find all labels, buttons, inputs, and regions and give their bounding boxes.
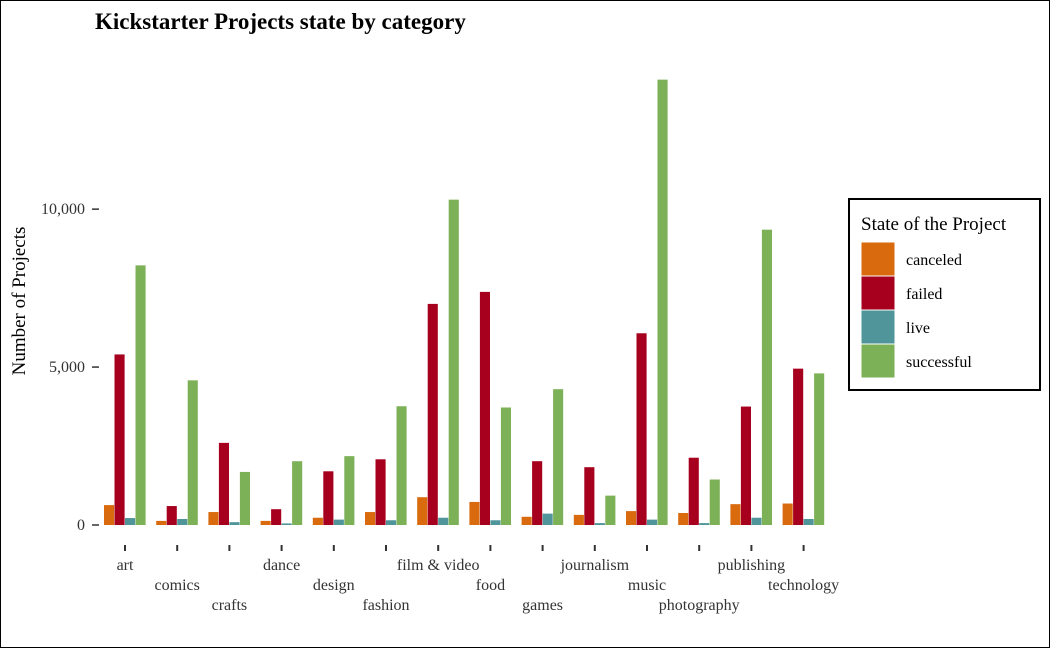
bar-live: [647, 519, 658, 525]
bar-live: [803, 518, 814, 525]
bar-successful: [761, 229, 772, 526]
bar-failed: [166, 506, 177, 525]
bar-failed: [793, 368, 804, 525]
bar-successful: [814, 373, 825, 525]
bar-canceled: [678, 512, 689, 525]
legend-label-successful: successful: [906, 354, 972, 371]
bar-failed: [114, 354, 125, 525]
bar-canceled: [626, 511, 637, 525]
bar-canceled: [312, 517, 323, 525]
bar-canceled: [365, 512, 376, 525]
bar-live: [699, 523, 710, 525]
bar-successful: [657, 79, 668, 525]
x-tick-label: photography: [659, 597, 740, 614]
x-tick-label: food: [476, 577, 505, 594]
bar-successful: [239, 471, 250, 525]
bar-live: [438, 517, 449, 525]
bar-canceled: [730, 504, 741, 525]
bar-canceled: [417, 497, 428, 525]
bar-canceled: [782, 503, 793, 525]
bar-live: [542, 513, 553, 525]
bar-live: [177, 518, 188, 525]
bar-live: [229, 522, 240, 525]
bar-failed: [636, 333, 647, 525]
x-tick-label: design: [313, 577, 355, 594]
bar-canceled: [469, 501, 480, 525]
legend-swatch-live: [860, 309, 896, 345]
x-tick-label: art: [117, 557, 134, 574]
bar-failed: [532, 461, 543, 525]
bar-failed: [271, 509, 282, 525]
bar-canceled: [573, 514, 584, 525]
x-tick-label: games: [522, 597, 563, 614]
bar-successful: [709, 479, 720, 525]
legend-label-live: live: [906, 320, 930, 337]
legend-swatch-canceled: [860, 241, 896, 277]
legend-swatch-successful: [860, 343, 896, 379]
x-tick-label: crafts: [212, 597, 248, 614]
x-tick-label: technology: [768, 577, 839, 594]
legend-label-failed: failed: [906, 286, 942, 303]
bar-canceled: [260, 520, 271, 525]
bar-failed: [427, 303, 438, 525]
x-tick-label: publishing: [718, 557, 786, 574]
bar-failed: [688, 457, 699, 525]
x-tick-label: comics: [155, 577, 200, 594]
bar-canceled: [156, 520, 167, 525]
bar-live: [490, 520, 501, 525]
y-axis-label: Number of Projects: [9, 227, 30, 376]
bar-canceled: [208, 512, 219, 525]
x-tick-label: dance: [263, 557, 300, 574]
chart-title: Kickstarter Projects state by category: [95, 9, 466, 34]
bar-canceled: [521, 516, 532, 525]
bar-failed: [740, 406, 751, 525]
x-tick-label: fashion: [362, 597, 409, 614]
bar-successful: [344, 456, 355, 525]
y-tick-label: 0: [77, 517, 85, 534]
bar-successful: [396, 406, 407, 525]
legend-label-canceled: canceled: [906, 252, 962, 269]
legend: State of the Project canceled failed live s…: [848, 198, 1041, 391]
legend-title: State of the Project: [861, 214, 1007, 235]
bar-live: [125, 518, 136, 525]
bar-live: [333, 519, 344, 525]
bar-failed: [584, 467, 595, 525]
bar-successful: [187, 380, 198, 525]
bar-successful: [135, 265, 146, 525]
y-tick-label: 10,000: [41, 201, 85, 218]
bar-successful: [605, 495, 616, 525]
x-axis: art comics crafts dance design fashion film & …: [117, 545, 839, 614]
bar-failed: [479, 291, 490, 525]
y-tick-label: 5,000: [49, 359, 85, 376]
bar-failed: [375, 459, 386, 525]
bars: [104, 79, 825, 526]
bar-live: [751, 517, 762, 525]
bar-live: [281, 523, 292, 525]
bar-successful: [553, 389, 564, 525]
bar-successful: [500, 407, 511, 525]
bar-canceled: [104, 505, 115, 525]
x-tick-label: music: [628, 577, 666, 594]
bar-successful: [448, 199, 459, 526]
x-tick-label: journalism: [560, 557, 630, 574]
legend-swatch-failed: [860, 275, 896, 311]
y-axis: 0 5,000 10,000: [41, 201, 99, 534]
bar-failed: [323, 471, 334, 525]
bar-live: [386, 520, 397, 525]
bar-successful: [292, 461, 303, 525]
bar-failed: [218, 442, 229, 525]
x-tick-label: film & video: [397, 557, 480, 574]
bar-live: [594, 523, 605, 525]
